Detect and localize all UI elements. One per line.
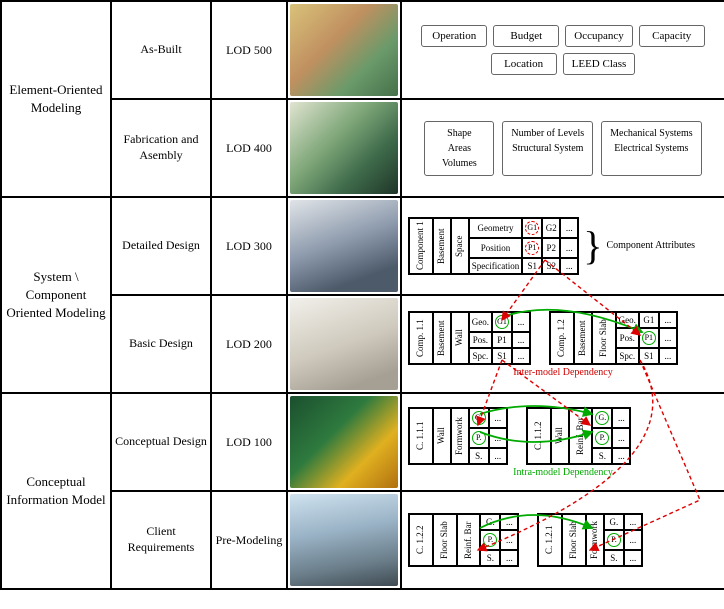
detail-pre: C. 1.2.2Floor SlabReinf. Bar G.... P....…: [401, 491, 724, 589]
pill-capacity: Capacity: [639, 25, 705, 47]
detail-400: ShapeAreasVolumes Number of LevelsStruct…: [401, 99, 724, 197]
r100-left: C. 1.1.1WallFormwork G.... P.... S....: [408, 407, 508, 465]
pill-leed: LEED Class: [563, 53, 636, 75]
detail-200: Comp. 1.1BasementWall Geo.G1... Pos.P1..…: [401, 295, 724, 393]
rPM-right: C. 1.2.1Floor SlabFormwork G.... P.... S…: [537, 513, 643, 567]
col-geom: ShapeAreasVolumes: [424, 121, 494, 176]
col-struct: Number of LevelsStructural System: [502, 121, 593, 176]
thumb-100: [287, 393, 401, 491]
pill-operation: Operation: [421, 25, 487, 47]
lod-300: LOD 300: [211, 197, 287, 295]
phase-client-req: Client Requirements: [111, 491, 211, 589]
thumb-200: [287, 295, 401, 393]
pill-budget: Budget: [493, 25, 559, 47]
lod-500: LOD 500: [211, 1, 287, 99]
inter-dep-label: Inter-model Dependency: [404, 367, 722, 378]
lod-matrix-table: Element-Oriented Modeling As-Built LOD 5…: [0, 0, 724, 590]
r200-left: Comp. 1.1BasementWall Geo.G1... Pos.P1..…: [408, 311, 531, 365]
cat-element-oriented: Element-Oriented Modeling: [1, 1, 111, 197]
detail-300: Component 1 Basement Space GeometryG1G2.…: [401, 197, 724, 295]
thumb-300: [287, 197, 401, 295]
phase-basic: Basic Design: [111, 295, 211, 393]
thumb-500: [287, 1, 401, 99]
brace-icon: }: [583, 235, 602, 257]
lod-400: LOD 400: [211, 99, 287, 197]
r200-right: Comp. 1.2BasementFloor Slab Geo.G1... Po…: [549, 311, 678, 365]
phase-detailed: Detailed Design: [111, 197, 211, 295]
thumb-pre: [287, 491, 401, 589]
cat-conceptual: Conceptual Information Model: [1, 393, 111, 589]
phase-as-built: As-Built: [111, 1, 211, 99]
thumb-400: [287, 99, 401, 197]
lod-200: LOD 200: [211, 295, 287, 393]
comp-attr-label: Component Attributes: [606, 240, 695, 252]
col-sys: Mechanical SystemsElectrical Systems: [601, 121, 701, 176]
lod-100: LOD 100: [211, 393, 287, 491]
r300-table: Component 1 Basement Space GeometryG1G2.…: [408, 217, 579, 275]
pill-occupancy: Occupancy: [565, 25, 632, 47]
r100-right: C. 1.1.2WallReinf. Bar G.... P.... S....: [526, 407, 632, 465]
detail-100: C. 1.1.1WallFormwork G.... P.... S.... C…: [401, 393, 724, 491]
pill-location: Location: [491, 53, 557, 75]
detail-500: Operation Budget Occupancy Capacity Loca…: [401, 1, 724, 99]
cat-system-component: System \ Component Oriented Modeling: [1, 197, 111, 393]
phase-fab-asm: Fabrication and Asembly: [111, 99, 211, 197]
phase-conceptual: Conceptual Design: [111, 393, 211, 491]
rPM-left: C. 1.2.2Floor SlabReinf. Bar G.... P....…: [408, 513, 519, 567]
intra-dep-label: Intra-model Dependency: [404, 467, 722, 478]
lod-pre: Pre-Modeling: [211, 491, 287, 589]
